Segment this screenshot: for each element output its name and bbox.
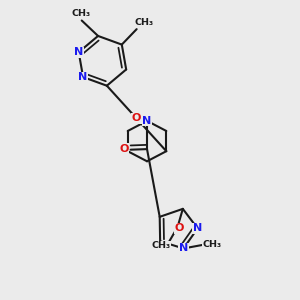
Text: N: N — [79, 72, 88, 82]
Text: N: N — [193, 224, 202, 233]
Text: O: O — [119, 143, 129, 154]
Text: O: O — [132, 113, 141, 124]
Text: CH₃: CH₃ — [134, 18, 154, 27]
Text: CH₃: CH₃ — [152, 241, 171, 250]
Text: CH₃: CH₃ — [202, 240, 221, 249]
Text: N: N — [179, 243, 188, 254]
Text: O: O — [174, 223, 184, 233]
Text: N: N — [142, 116, 152, 126]
Text: N: N — [74, 47, 83, 57]
Text: CH₃: CH₃ — [71, 10, 90, 19]
